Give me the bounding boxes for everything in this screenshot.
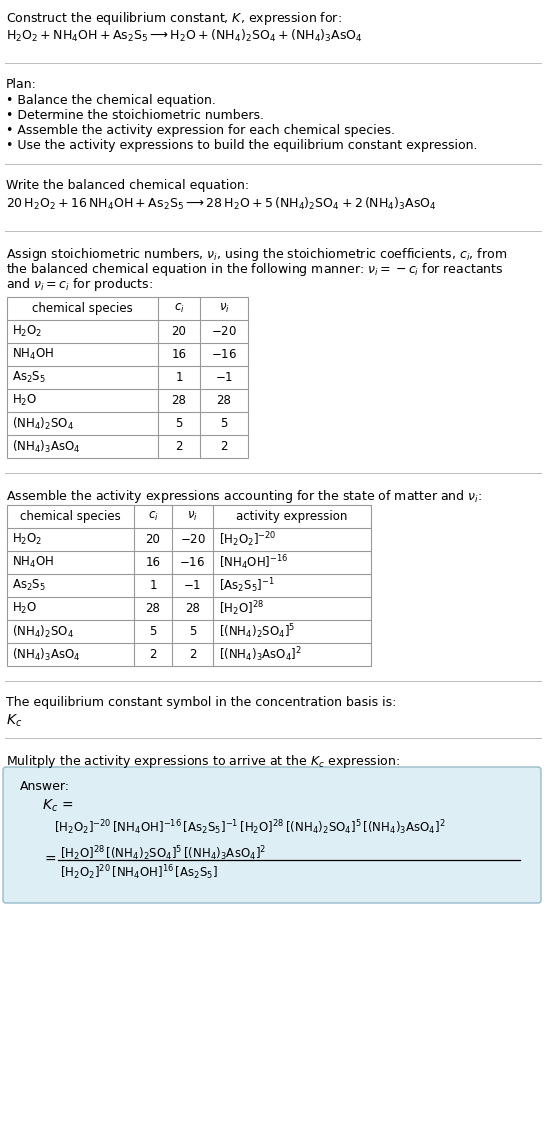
Text: • Use the activity expressions to build the equilibrium constant expression.: • Use the activity expressions to build … — [6, 139, 478, 152]
Text: Answer:: Answer: — [20, 780, 70, 793]
Text: $[\mathrm{H_2O_2}]^{20}\,[\mathrm{NH_4OH}]^{16}\,[\mathrm{As_2S_5}]$: $[\mathrm{H_2O_2}]^{20}\,[\mathrm{NH_4OH… — [60, 863, 218, 881]
Text: 20: 20 — [171, 325, 186, 338]
Text: the balanced chemical equation in the following manner: $\nu_i = -c_i$ for react: the balanced chemical equation in the fo… — [6, 261, 503, 278]
Text: • Determine the stoichiometric numbers.: • Determine the stoichiometric numbers. — [6, 109, 264, 122]
Text: 16: 16 — [145, 556, 161, 569]
Text: Write the balanced chemical equation:: Write the balanced chemical equation: — [6, 179, 249, 192]
Text: and $\nu_i = c_i$ for products:: and $\nu_i = c_i$ for products: — [6, 276, 153, 293]
Text: 5: 5 — [149, 625, 157, 638]
Text: $-20$: $-20$ — [180, 533, 205, 545]
Text: $\mathrm{H_2O}$: $\mathrm{H_2O}$ — [12, 601, 37, 616]
Text: $[\mathrm{H_2O}]^{28}$: $[\mathrm{H_2O}]^{28}$ — [219, 600, 264, 618]
Text: $[(\mathrm{NH_4})_3\mathrm{AsO_4}]^2$: $[(\mathrm{NH_4})_3\mathrm{AsO_4}]^2$ — [219, 645, 302, 664]
Text: $\mathrm{NH_4OH}$: $\mathrm{NH_4OH}$ — [12, 554, 54, 570]
Text: $K_c\, =$: $K_c\, =$ — [42, 798, 74, 815]
Text: Assign stoichiometric numbers, $\nu_i$, using the stoichiometric coefficients, $: Assign stoichiometric numbers, $\nu_i$, … — [6, 246, 507, 263]
Text: $[\mathrm{H_2O_2}]^{-20}$: $[\mathrm{H_2O_2}]^{-20}$ — [219, 530, 276, 549]
Text: 2: 2 — [175, 440, 183, 453]
Text: Mulitply the activity expressions to arrive at the $K_c$ expression:: Mulitply the activity expressions to arr… — [6, 753, 400, 770]
Text: $-1$: $-1$ — [215, 371, 233, 384]
Text: chemical species: chemical species — [32, 302, 133, 316]
Text: $-16$: $-16$ — [211, 348, 237, 361]
Text: $\mathrm{H_2O_2}$: $\mathrm{H_2O_2}$ — [12, 532, 43, 547]
Text: 28: 28 — [146, 602, 161, 615]
Text: $[\mathrm{As_2S_5}]^{-1}$: $[\mathrm{As_2S_5}]^{-1}$ — [219, 576, 275, 595]
Text: $\mathrm{As_2S_5}$: $\mathrm{As_2S_5}$ — [12, 370, 46, 385]
Text: Plan:: Plan: — [6, 78, 37, 91]
Text: 16: 16 — [171, 348, 187, 361]
Text: $\mathrm{H_2O}$: $\mathrm{H_2O}$ — [12, 393, 37, 408]
Text: Construct the equilibrium constant, $K$, expression for:: Construct the equilibrium constant, $K$,… — [6, 10, 342, 27]
FancyBboxPatch shape — [3, 767, 541, 903]
Text: 5: 5 — [175, 417, 183, 431]
Text: $\mathrm{(NH_4)_2SO_4}$: $\mathrm{(NH_4)_2SO_4}$ — [12, 623, 74, 639]
Text: $c_i$: $c_i$ — [147, 509, 158, 523]
Text: $-16$: $-16$ — [180, 556, 205, 569]
Text: $\mathrm{(NH_4)_3AsO_4}$: $\mathrm{(NH_4)_3AsO_4}$ — [12, 647, 80, 663]
Text: 1: 1 — [149, 579, 157, 592]
Text: $[\mathrm{NH_4OH}]^{-16}$: $[\mathrm{NH_4OH}]^{-16}$ — [219, 553, 289, 571]
Text: 28: 28 — [217, 394, 232, 407]
Text: Assemble the activity expressions accounting for the state of matter and $\nu_i$: Assemble the activity expressions accoun… — [6, 488, 482, 505]
Text: $\mathrm{(NH_4)_3AsO_4}$: $\mathrm{(NH_4)_3AsO_4}$ — [12, 438, 80, 454]
Bar — [7, 298, 248, 458]
Bar — [7, 505, 371, 666]
Text: $\nu_i$: $\nu_i$ — [218, 302, 229, 316]
Text: chemical species: chemical species — [20, 511, 121, 523]
Text: 28: 28 — [171, 394, 186, 407]
Text: $-1$: $-1$ — [183, 579, 201, 592]
Text: $\nu_i$: $\nu_i$ — [187, 509, 198, 523]
Text: $=$: $=$ — [42, 851, 57, 866]
Text: 28: 28 — [185, 602, 200, 615]
Text: $[(\mathrm{NH_4})_2\mathrm{SO_4}]^5$: $[(\mathrm{NH_4})_2\mathrm{SO_4}]^5$ — [219, 622, 295, 641]
Text: 20: 20 — [146, 533, 161, 545]
Text: $\mathrm{H_2O_2 + NH_4OH + As_2S_5 \longrightarrow H_2O + (NH_4)_2SO_4 + (NH_4)_: $\mathrm{H_2O_2 + NH_4OH + As_2S_5 \long… — [6, 28, 363, 44]
Text: activity expression: activity expression — [236, 511, 348, 523]
Text: $-20$: $-20$ — [211, 325, 237, 338]
Text: • Assemble the activity expression for each chemical species.: • Assemble the activity expression for e… — [6, 124, 395, 137]
Text: 5: 5 — [221, 417, 228, 431]
Text: 1: 1 — [175, 371, 183, 384]
Text: 5: 5 — [189, 625, 196, 638]
Text: $K_c$: $K_c$ — [6, 713, 22, 729]
Text: The equilibrium constant symbol in the concentration basis is:: The equilibrium constant symbol in the c… — [6, 696, 396, 709]
Text: $[\mathrm{H_2O_2}]^{-20}\,[\mathrm{NH_4OH}]^{-16}\,[\mathrm{As_2S_5}]^{-1}\,[\ma: $[\mathrm{H_2O_2}]^{-20}\,[\mathrm{NH_4O… — [54, 818, 446, 836]
Text: • Balance the chemical equation.: • Balance the chemical equation. — [6, 94, 216, 107]
Text: $\mathrm{As_2S_5}$: $\mathrm{As_2S_5}$ — [12, 578, 46, 593]
Text: $\mathrm{20\,H_2O_2 + 16\,NH_4OH + As_2S_5 \longrightarrow 28\,H_2O + 5\,(NH_4)_: $\mathrm{20\,H_2O_2 + 16\,NH_4OH + As_2S… — [6, 196, 437, 212]
Text: $\mathrm{H_2O_2}$: $\mathrm{H_2O_2}$ — [12, 323, 43, 339]
Text: 2: 2 — [220, 440, 228, 453]
Text: 2: 2 — [149, 648, 157, 662]
Text: $\mathrm{NH_4OH}$: $\mathrm{NH_4OH}$ — [12, 347, 54, 362]
Text: $\mathrm{(NH_4)_2SO_4}$: $\mathrm{(NH_4)_2SO_4}$ — [12, 416, 74, 432]
Text: $c_i$: $c_i$ — [174, 302, 185, 316]
Text: $[\mathrm{H_2O}]^{28}\,[(\mathrm{NH_4})_2\mathrm{SO_4}]^5\,[(\mathrm{NH_4})_3\ma: $[\mathrm{H_2O}]^{28}\,[(\mathrm{NH_4})_… — [60, 844, 266, 862]
Text: 2: 2 — [189, 648, 196, 662]
